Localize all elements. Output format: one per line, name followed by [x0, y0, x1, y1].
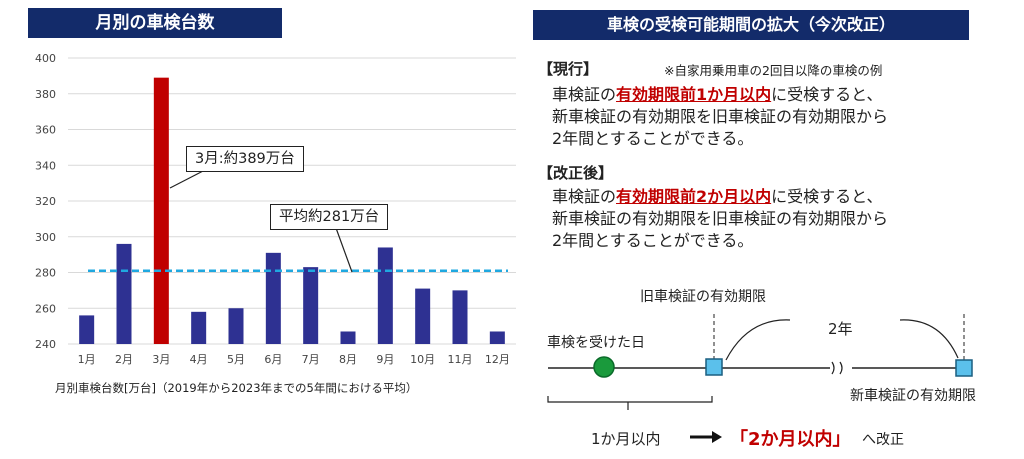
revised-line1-pre: 車検証の [552, 187, 617, 206]
period-arc-right [899, 319, 959, 359]
current-text-line2: 新車検証の有効期限を旧車検証の有効期限から [552, 107, 889, 126]
bar [489, 331, 505, 344]
x-tick-label: 7月 [302, 353, 320, 366]
current-line1-post: に受検すると、 [771, 85, 883, 104]
bar [191, 311, 207, 344]
bar [303, 267, 319, 344]
new-expiry-marker [955, 359, 973, 377]
current-heading: 【現行】 [538, 60, 599, 78]
x-tick-label: 11月 [448, 353, 473, 366]
arrow-right-icon [712, 431, 722, 443]
bar [116, 243, 132, 344]
x-tick-label: 5月 [227, 353, 245, 366]
chart-labels: 240 260 280 300 320 340 360 380 400 1月 2月 3月 4月 5月 6月 7… [35, 52, 510, 366]
timeline-break-mark [831, 361, 843, 375]
bar [79, 315, 95, 344]
callout-avg-leader [335, 227, 353, 273]
y-tick-label: 300 [35, 231, 56, 244]
inspection-day-dot [593, 356, 615, 378]
old-expiry-marker [705, 358, 723, 376]
new-expiry-label: 新車検証の有効期限 [850, 388, 976, 404]
y-tick-label: 360 [35, 124, 56, 137]
chart-bars [79, 77, 505, 344]
x-tick-label: 4月 [190, 353, 208, 366]
period-arc-left [725, 319, 791, 361]
x-tick-label: 2月 [115, 353, 133, 366]
y-tick-label: 260 [35, 302, 56, 315]
x-tick-label: 9月 [376, 353, 394, 366]
x-tick-label: 3月 [152, 353, 170, 366]
revised-heading: 【改正後】 [538, 164, 614, 182]
bottom-before: 1か月以内 [591, 430, 661, 448]
y-tick-label: 320 [35, 195, 56, 208]
one-month-bracket [547, 396, 713, 410]
revision-title: 車検の受検可能期間の拡大（今次改正） [533, 10, 969, 40]
current-text-line1: 車検証の有効期限前1か月以内に受検すると、 [552, 84, 883, 106]
x-tick-label: 8月 [339, 353, 357, 366]
old-expiry-label: 旧車検証の有効期限 [640, 289, 766, 305]
bar [452, 290, 468, 344]
x-tick-label: 10月 [410, 353, 435, 366]
y-tick-label: 340 [35, 159, 56, 172]
x-tick-label: 12月 [485, 353, 510, 366]
bar [228, 308, 244, 344]
revised-text-line1: 車検証の有効期限前2か月以内に受検すると、 [552, 186, 883, 208]
current-line1-pre: 車検証の [552, 85, 617, 104]
revised-text-line3: 2年間とすることができる。 [552, 231, 754, 250]
current-period-emphasis: 有効期限前1か月以内 [616, 85, 772, 104]
x-tick-label: 1月 [78, 353, 96, 366]
current-text-line3: 2年間とすることができる。 [552, 129, 754, 148]
x-tick-label: 6月 [264, 353, 282, 366]
inspection-day-label: 車検を受けた日 [547, 335, 645, 351]
current-note: ※自家用乗用車の2回目以降の車検の例 [664, 63, 883, 78]
callout-max: 3月:約389万台 [186, 146, 304, 172]
revised-period-emphasis: 有効期限前2か月以内 [616, 187, 772, 206]
bottom-emphasis: 「2か月以内」 [730, 429, 851, 450]
y-tick-label: 280 [35, 267, 56, 280]
bar [340, 331, 356, 344]
callout-average: 平均約281万台 [270, 204, 389, 230]
bottom-after: へ改正 [862, 432, 904, 448]
revised-line1-post: に受検すると、 [771, 187, 883, 206]
bar [265, 252, 281, 344]
callout-max-leader [169, 169, 206, 189]
y-tick-label: 380 [35, 88, 56, 101]
y-tick-label: 400 [35, 52, 56, 65]
bar [153, 77, 169, 344]
revised-text-line2: 新車検証の有効期限を旧車検証の有効期限から [552, 209, 889, 228]
chart-title: 月別の車検台数 [28, 8, 282, 38]
period-label: 2年 [828, 320, 853, 338]
y-tick-label: 240 [35, 338, 56, 351]
chart-caption: 月別車検台数[万台]（2019年から2023年までの5年間における平均） [55, 381, 418, 395]
bar [415, 288, 431, 344]
